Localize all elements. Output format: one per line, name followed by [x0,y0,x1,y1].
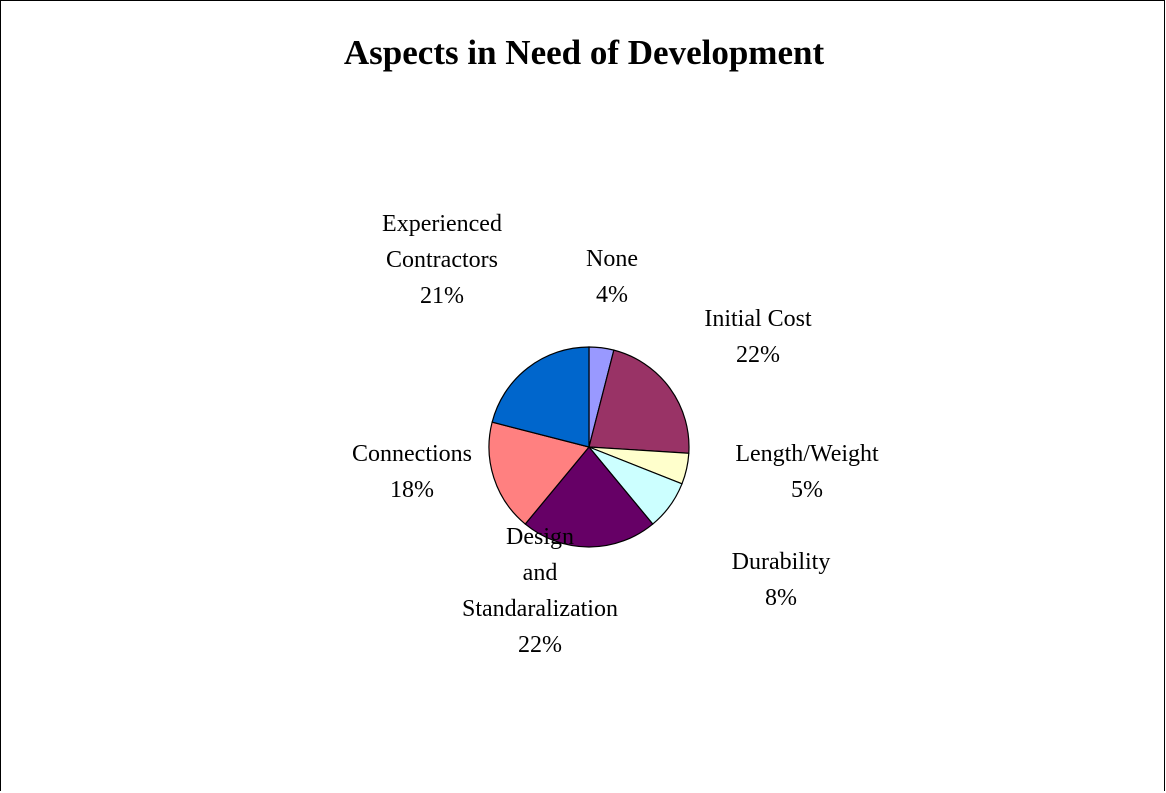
chart-title: Aspects in Need of Development [343,33,825,72]
slice-label-2: Length/Weight 5% [735,441,879,503]
slice-label-5: Connections 18% [352,441,472,503]
pie-slice-1 [588,349,690,454]
pie-slice-6 [491,346,590,448]
pie-slices [488,346,690,548]
pie-labels: None 4% Initial Cost 22% Length/Weight 5% Dura… [352,211,879,658]
slice-label-3: Durability 8% [732,549,831,611]
slice-label-6: Experienced Contractors 21% [382,211,502,309]
slice-label-1: Initial Cost 22% [704,306,812,368]
pie-slice-5 [488,421,591,525]
slice-label-0: None 4% [586,246,638,308]
pie-slice-4 [524,446,654,548]
slice-label-4: Design and Standaralization 22% [462,524,618,658]
